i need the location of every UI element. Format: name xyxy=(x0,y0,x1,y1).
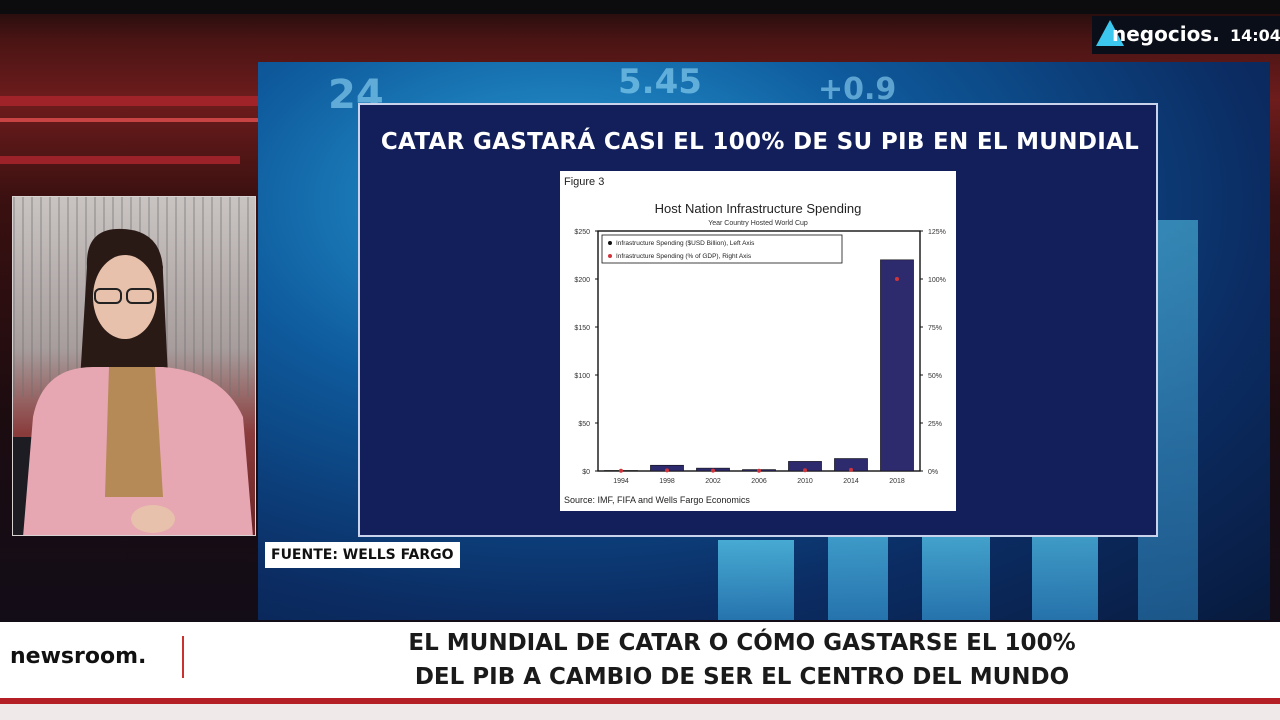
presenter-video xyxy=(12,196,256,536)
chart-title: Host Nation Infrastructure Spending xyxy=(655,201,862,216)
logo-triangle-icon xyxy=(1096,20,1124,46)
figure-label: Figure 3 xyxy=(564,176,604,188)
right-tick-label: 25% xyxy=(928,421,942,428)
top-strip xyxy=(0,0,1280,14)
source-caption: FUENTE: WELLS FARGO xyxy=(265,542,460,568)
wall-decoration xyxy=(718,540,794,620)
left-tick-label: $50 xyxy=(578,421,590,428)
bar xyxy=(880,259,914,472)
presenter-figure xyxy=(13,228,253,535)
gdp-point xyxy=(665,468,669,473)
x-tick-label: 2006 xyxy=(751,478,767,485)
lower-third: newsroom. EL MUNDIAL DE CATAR O CÓMO GAS… xyxy=(0,622,1280,698)
program-brand: newsroom. xyxy=(10,644,147,669)
gdp-point xyxy=(757,468,761,473)
left-tick-label: $250 xyxy=(574,229,590,236)
chart-source: Source: IMF, FIFA and Wells Fargo Econom… xyxy=(564,495,750,505)
right-tick-label: 50% xyxy=(928,373,942,380)
slide-panel: CATAR GASTARÁ CASI EL 100% DE SU PIB EN … xyxy=(358,103,1158,537)
x-tick-label: 2014 xyxy=(843,478,859,485)
studio-light-band xyxy=(0,156,240,164)
right-tick-label: 75% xyxy=(928,325,942,332)
wall-decoration xyxy=(922,524,990,620)
right-tick-label: 0% xyxy=(928,469,938,476)
x-tick-label: 2010 xyxy=(797,478,813,485)
right-tick-label: 125% xyxy=(928,229,946,236)
legend-entry: Infrastructure Spending ($USD Billion), … xyxy=(616,240,755,247)
channel-name: negocios. xyxy=(1112,22,1220,46)
plot-frame xyxy=(597,230,921,472)
headline: EL MUNDIAL DE CATAR O CÓMO GASTARSE EL 1… xyxy=(200,626,1280,694)
bar-chart: Figure 3 Host Nation Infrastructure Spend… xyxy=(564,176,946,505)
legend-marker-point xyxy=(608,254,612,258)
ticker-bar xyxy=(0,698,1280,720)
studio-light-band xyxy=(0,118,270,122)
chart-figure: Figure 3 Host Nation Infrastructure Spend… xyxy=(560,171,956,511)
headline-line-1: EL MUNDIAL DE CATAR O CÓMO GASTARSE EL 1… xyxy=(408,630,1076,656)
legend-marker-bar xyxy=(608,241,612,245)
headline-line-2: DEL PIB A CAMBIO DE SER EL CENTRO DEL MU… xyxy=(414,664,1070,690)
brand-separator xyxy=(182,636,184,678)
left-tick-label: $0 xyxy=(582,469,590,476)
x-tick-label: 1994 xyxy=(613,478,629,485)
channel-logo: negocios. 14:04 xyxy=(1092,16,1280,54)
gdp-point xyxy=(711,468,715,473)
wall-decoration: +0.9 xyxy=(818,72,897,107)
left-tick-label: $150 xyxy=(574,325,590,332)
x-tick-label: 1998 xyxy=(659,478,675,485)
left-tick-label: $200 xyxy=(574,277,590,284)
legend-box xyxy=(601,234,843,264)
legend-entry: Infrastructure Spending (% of GDP), Righ… xyxy=(616,253,752,260)
gdp-point xyxy=(895,277,899,281)
gdp-point xyxy=(803,468,807,473)
gdp-point xyxy=(619,468,623,473)
clock: 14:04 xyxy=(1230,26,1280,45)
x-tick-label: 2018 xyxy=(889,478,905,485)
chart-subtitle: Year Country Hosted World Cup xyxy=(708,220,808,227)
wall-decoration: 5.45 xyxy=(618,62,702,102)
left-tick-label: $100 xyxy=(574,373,590,380)
x-tick-label: 2002 xyxy=(705,478,721,485)
studio-light-band xyxy=(0,96,270,106)
slide-title: CATAR GASTARÁ CASI EL 100% DE SU PIB EN … xyxy=(380,129,1140,155)
right-tick-label: 100% xyxy=(928,277,946,284)
gdp-point xyxy=(849,467,853,472)
